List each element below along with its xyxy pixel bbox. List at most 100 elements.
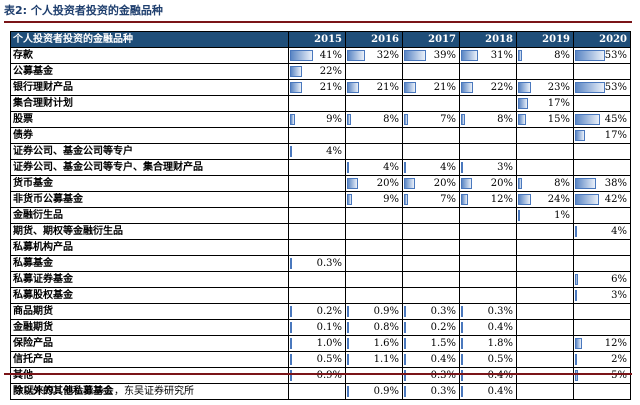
value-cell — [402, 255, 460, 272]
value-bar — [290, 370, 292, 381]
value-text: 0.5% — [316, 354, 342, 365]
table-row: 私募证券基金 6% — [10, 271, 631, 288]
value-bar — [575, 82, 605, 93]
value-cell — [516, 223, 574, 240]
value-cell — [573, 303, 631, 320]
header-year: 2018 — [459, 31, 517, 48]
value-bar — [404, 306, 406, 317]
value-cell: 0.4% — [459, 319, 517, 336]
value-text: 0.2% — [430, 322, 456, 333]
value-text: 8% — [554, 178, 570, 189]
value-bar — [347, 338, 349, 349]
value-cell — [516, 63, 574, 80]
value-cell — [345, 271, 403, 288]
value-bar — [404, 162, 407, 173]
value-bar — [290, 354, 292, 365]
value-bar — [575, 114, 601, 125]
value-cell — [516, 143, 574, 160]
row-label: 信托产品 — [10, 351, 289, 368]
value-text: 20% — [376, 178, 399, 189]
value-cell: 0.3% — [288, 255, 346, 272]
row-label: 货币基金 — [10, 175, 289, 192]
value-cell: 21% — [288, 79, 346, 96]
value-cell — [573, 383, 631, 400]
value-text: 38% — [604, 178, 627, 189]
value-text: 22% — [319, 66, 342, 77]
row-label: 金融衍生品 — [10, 207, 289, 224]
value-cell: 8% — [459, 111, 517, 128]
value-text: 4% — [326, 146, 342, 157]
value-cell — [516, 367, 574, 384]
value-cell — [516, 335, 574, 352]
row-label: 期货、期权等金融衍生品 — [10, 223, 289, 240]
value-text: 9% — [383, 194, 399, 205]
table-row: 股票 9% 8% 7% 8% 15% 45% — [10, 111, 631, 128]
value-text: 7% — [440, 194, 456, 205]
value-text: 0.9% — [373, 386, 399, 397]
value-cell — [288, 175, 346, 192]
value-cell — [459, 239, 517, 256]
value-cell: 32% — [345, 47, 403, 64]
table-row: 非货币公募基金 9% 7% 12% 24% 42% — [10, 191, 631, 208]
value-text: 2% — [611, 354, 627, 365]
value-text: 41% — [319, 50, 342, 61]
value-bar — [518, 82, 531, 93]
value-text: 0.3% — [430, 306, 456, 317]
value-bar — [347, 354, 349, 365]
value-cell: 24% — [516, 191, 574, 208]
value-text: 6% — [611, 274, 627, 285]
value-text: 3% — [497, 162, 513, 173]
row-label: 私募机构产品 — [10, 239, 289, 256]
value-text: 12% — [490, 194, 513, 205]
value-cell — [516, 255, 574, 272]
value-text: 1% — [554, 210, 570, 221]
value-cell: 21% — [402, 79, 460, 96]
value-bar — [404, 370, 406, 381]
value-cell: 4% — [573, 223, 631, 240]
value-bar — [518, 50, 523, 61]
value-cell — [459, 287, 517, 304]
value-text: 7% — [440, 114, 456, 125]
value-bar — [575, 354, 577, 365]
value-cell — [459, 207, 517, 224]
value-cell: 5% — [573, 367, 631, 384]
value-cell — [402, 223, 460, 240]
row-label: 除以外的其他私募基金 — [10, 383, 289, 400]
value-bar — [404, 322, 406, 333]
value-cell — [459, 143, 517, 160]
value-bar — [404, 338, 406, 349]
header-year: 2016 — [345, 31, 403, 48]
value-text: 0.9% — [316, 370, 342, 381]
value-cell — [288, 127, 346, 144]
value-text: 5% — [611, 370, 627, 381]
value-cell: 1.6% — [345, 335, 403, 352]
value-bar — [461, 178, 473, 189]
value-cell — [288, 95, 346, 112]
value-text: 23% — [547, 82, 570, 93]
value-bar — [461, 338, 463, 349]
value-bar — [290, 82, 302, 93]
row-label: 金融期货 — [10, 319, 289, 336]
row-label: 私募证券基金 — [10, 271, 289, 288]
value-text: 0.4% — [487, 370, 513, 381]
value-text: 8% — [383, 114, 399, 125]
value-cell: 1.8% — [459, 335, 517, 352]
value-cell: 4% — [402, 159, 460, 176]
value-cell — [288, 191, 346, 208]
value-cell — [573, 207, 631, 224]
source-note: 数据来源：基金业协会，东吴证券研究所 — [14, 386, 194, 397]
value-cell: 0.9% — [288, 367, 346, 384]
value-cell — [288, 207, 346, 224]
value-text: 0.8% — [373, 322, 399, 333]
value-bar — [290, 322, 292, 333]
value-cell: 15% — [516, 111, 574, 128]
row-label: 股票 — [10, 111, 289, 128]
value-bar — [347, 306, 349, 317]
value-cell: 0.1% — [288, 319, 346, 336]
header-year: 2015 — [288, 31, 346, 48]
value-text: 20% — [490, 178, 513, 189]
value-cell — [402, 63, 460, 80]
value-cell: 22% — [288, 63, 346, 80]
value-bar — [404, 194, 408, 205]
row-label: 证券公司、基金公司等专户 — [10, 143, 289, 160]
